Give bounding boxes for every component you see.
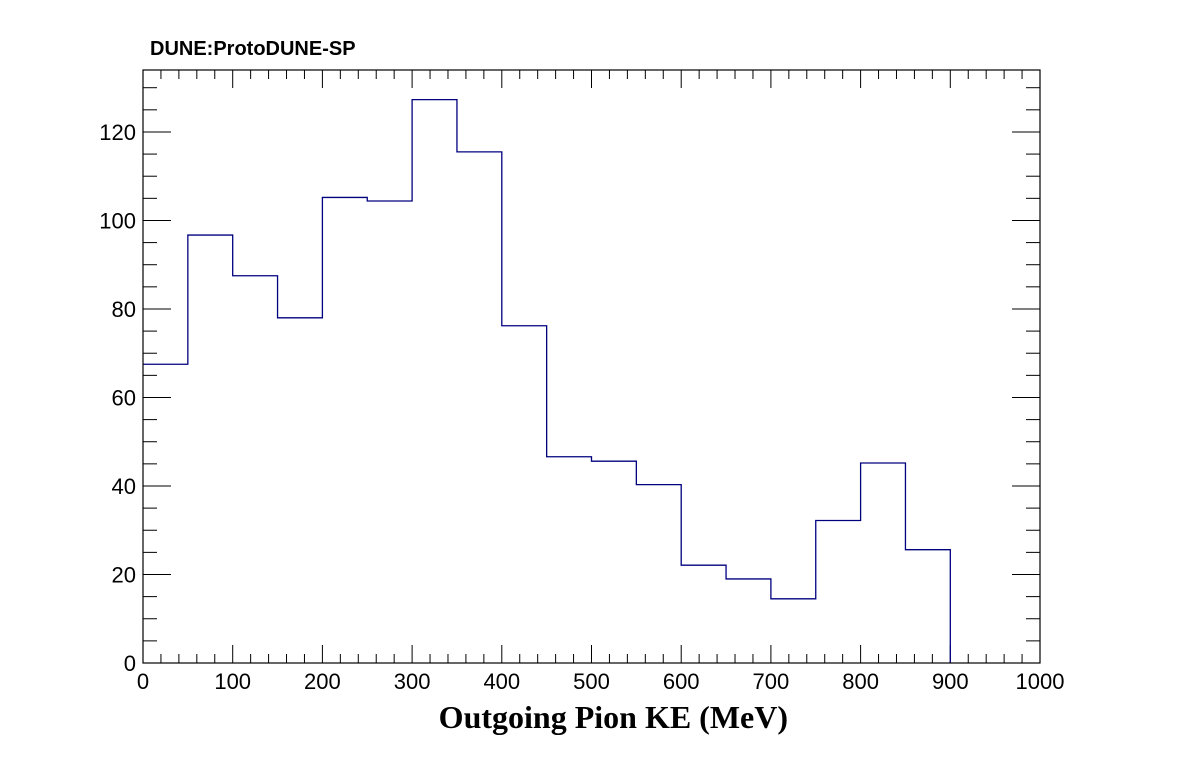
y-tick-label: 20 — [112, 562, 136, 587]
x-tick-label: 300 — [394, 669, 431, 694]
axis-ticks — [142, 70, 1041, 664]
x-tick-label: 0 — [137, 669, 149, 694]
y-tick-label: 120 — [99, 120, 136, 145]
y-tick-label: 40 — [112, 474, 136, 499]
y-tick-label: 80 — [112, 297, 136, 322]
x-tick-label: 700 — [753, 669, 790, 694]
chart-title: DUNE:ProtoDUNE-SP — [150, 38, 356, 60]
x-tick-label: 1000 — [1016, 669, 1065, 694]
x-tick-label: 600 — [663, 669, 700, 694]
x-tick-label: 100 — [214, 669, 251, 694]
y-tick-label: 100 — [99, 208, 136, 233]
y-tick-label: 60 — [112, 385, 136, 410]
x-tick-label: 800 — [842, 669, 879, 694]
x-tick-label: 500 — [573, 669, 610, 694]
x-axis-title: Outgoing Pion KE (MeV) — [439, 699, 788, 735]
x-tick-label: 900 — [932, 669, 969, 694]
y-tick-label: 0 — [124, 651, 136, 676]
x-tick-label: 400 — [483, 669, 520, 694]
x-tick-label: 200 — [304, 669, 341, 694]
tick-labels: 0 100 200 300 400 500 600 700 800 900 1000 0 20 40 60 8… — [99, 120, 1064, 694]
histogram-series-line — [143, 99, 951, 663]
plot-frame — [142, 69, 1041, 664]
